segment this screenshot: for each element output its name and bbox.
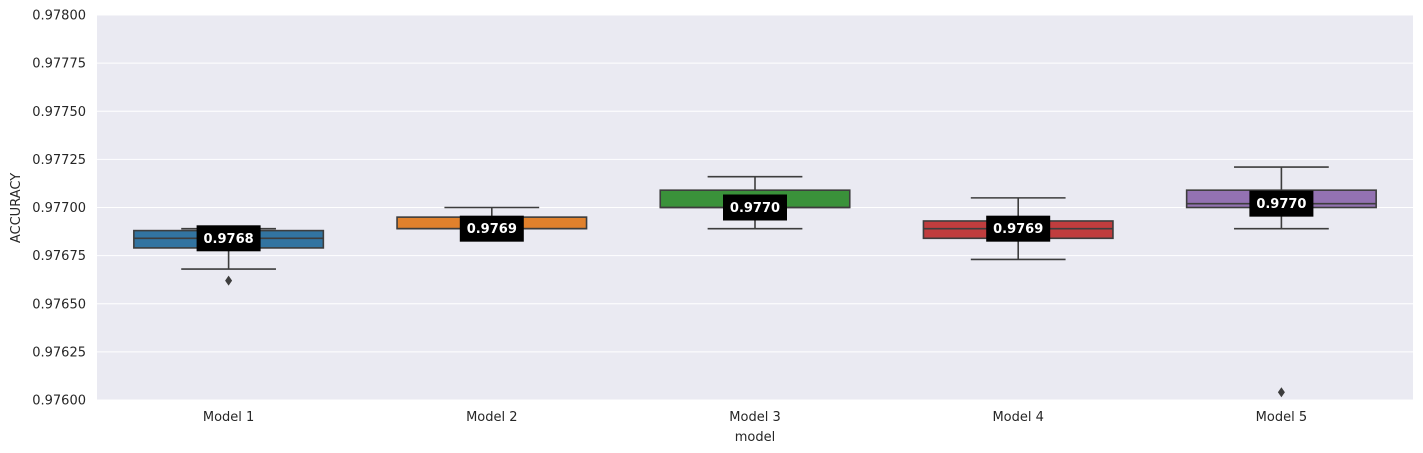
box-5: 0.9770 [1185,166,1377,398]
median-label: 0.9770 [1256,197,1306,212]
y-tick-label: 0.97800 [32,9,86,24]
x-tick-label: Model 4 [992,410,1043,425]
x-tick-label: Model 3 [729,410,780,425]
outlier-point [1277,387,1285,398]
x-tick-labels: Model 1 Model 2 Model 3 Model 4 Model 5 [203,410,1307,425]
y-tick-label: 0.97600 [32,394,86,409]
box-4: 0.9769 [922,197,1114,261]
y-tick-label: 0.97750 [32,105,86,120]
median-label: 0.9768 [204,232,254,247]
y-tick-labels: 0.97600 0.97625 0.97650 0.97675 0.97700 0.977… [32,9,86,409]
x-tick-label: Model 5 [1256,410,1307,425]
y-tick-label: 0.97700 [32,201,86,216]
median-label-box [459,215,524,242]
y-tick-label: 0.97625 [32,345,86,360]
x-axis-label: model [735,430,775,445]
box-3: 0.9770 [659,175,851,230]
median-label-box [1249,190,1314,217]
median-label-box [723,194,787,221]
median-label: 0.9769 [993,222,1043,237]
y-tick-label: 0.97675 [32,249,86,264]
median-label-box [986,215,1051,242]
box-1: 0.9768 [133,225,325,286]
box-2: 0.9769 [396,206,588,242]
x-tick-label: Model 2 [466,410,517,425]
median-label: 0.9770 [730,201,780,216]
median-label: 0.9769 [467,222,517,237]
y-tick-label: 0.97650 [32,297,86,312]
x-tick-label: Model 1 [203,410,254,425]
y-tick-label: 0.97725 [32,153,86,168]
y-axis-label: ACCURACY [9,173,24,243]
y-tick-label: 0.97775 [32,57,86,72]
median-label-box [196,225,261,252]
grid-lines [97,14,1413,401]
outlier-point [225,275,233,286]
boxes: 0.9768 0.9769 0.9770 0.9769 0.9770 [133,166,1377,398]
